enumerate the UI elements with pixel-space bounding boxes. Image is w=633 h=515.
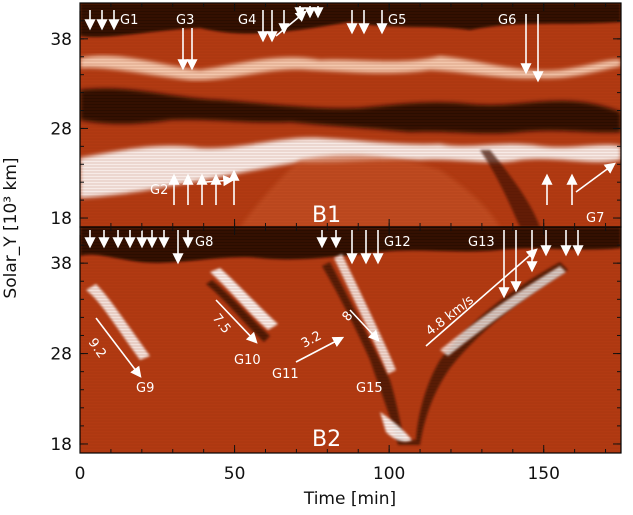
y-tick-label: 18: [50, 209, 72, 229]
y-tick-label: 38: [50, 30, 72, 50]
x-tick-label: 100: [373, 464, 405, 484]
y-tick-label: 18: [50, 435, 72, 455]
label-g15: G15: [356, 381, 383, 396]
y-tick-label: 28: [50, 119, 72, 139]
label-g2: G2: [150, 183, 168, 198]
label-g11: G11: [272, 367, 299, 382]
y-tick-label: 38: [50, 254, 72, 274]
panel-label-b2: B2: [312, 427, 341, 452]
label-g1: G1: [120, 13, 138, 28]
label-g8: G8: [195, 235, 213, 250]
axes: 0 50 100 150 38 28 18 38 28 18: [50, 3, 621, 484]
label-g9: G9: [136, 381, 154, 396]
label-g10: G10: [234, 353, 261, 368]
panel-b2: G8 G12 G13 9.2 G9 7.5 G10 3.2 8 G11: [80, 227, 621, 453]
x-axis-title: Time [min]: [303, 489, 396, 509]
label-g13: G13: [468, 235, 495, 250]
label-g5: G5: [388, 13, 406, 28]
y-tick-label: 28: [50, 345, 72, 365]
y-axis-title: Solar_Y [10³ km]: [1, 157, 21, 298]
x-tick-label: 0: [75, 464, 86, 484]
x-tick-label: 150: [527, 464, 559, 484]
panel-label-b1: B1: [312, 203, 341, 228]
panel-b1: G1 G3 G4 G5 G6 G2: [80, 3, 621, 228]
label-g12: G12: [384, 235, 411, 250]
x-tick-label: 50: [224, 464, 246, 484]
label-g4: G4: [238, 13, 256, 28]
b1-annotations: G1 G3 G4 G5 G6 G2: [84, 6, 616, 226]
label-g3: G3: [176, 13, 194, 28]
frame-b2: [79, 226, 622, 454]
label-g6: G6: [498, 13, 516, 28]
label-g7: G7: [586, 211, 604, 226]
